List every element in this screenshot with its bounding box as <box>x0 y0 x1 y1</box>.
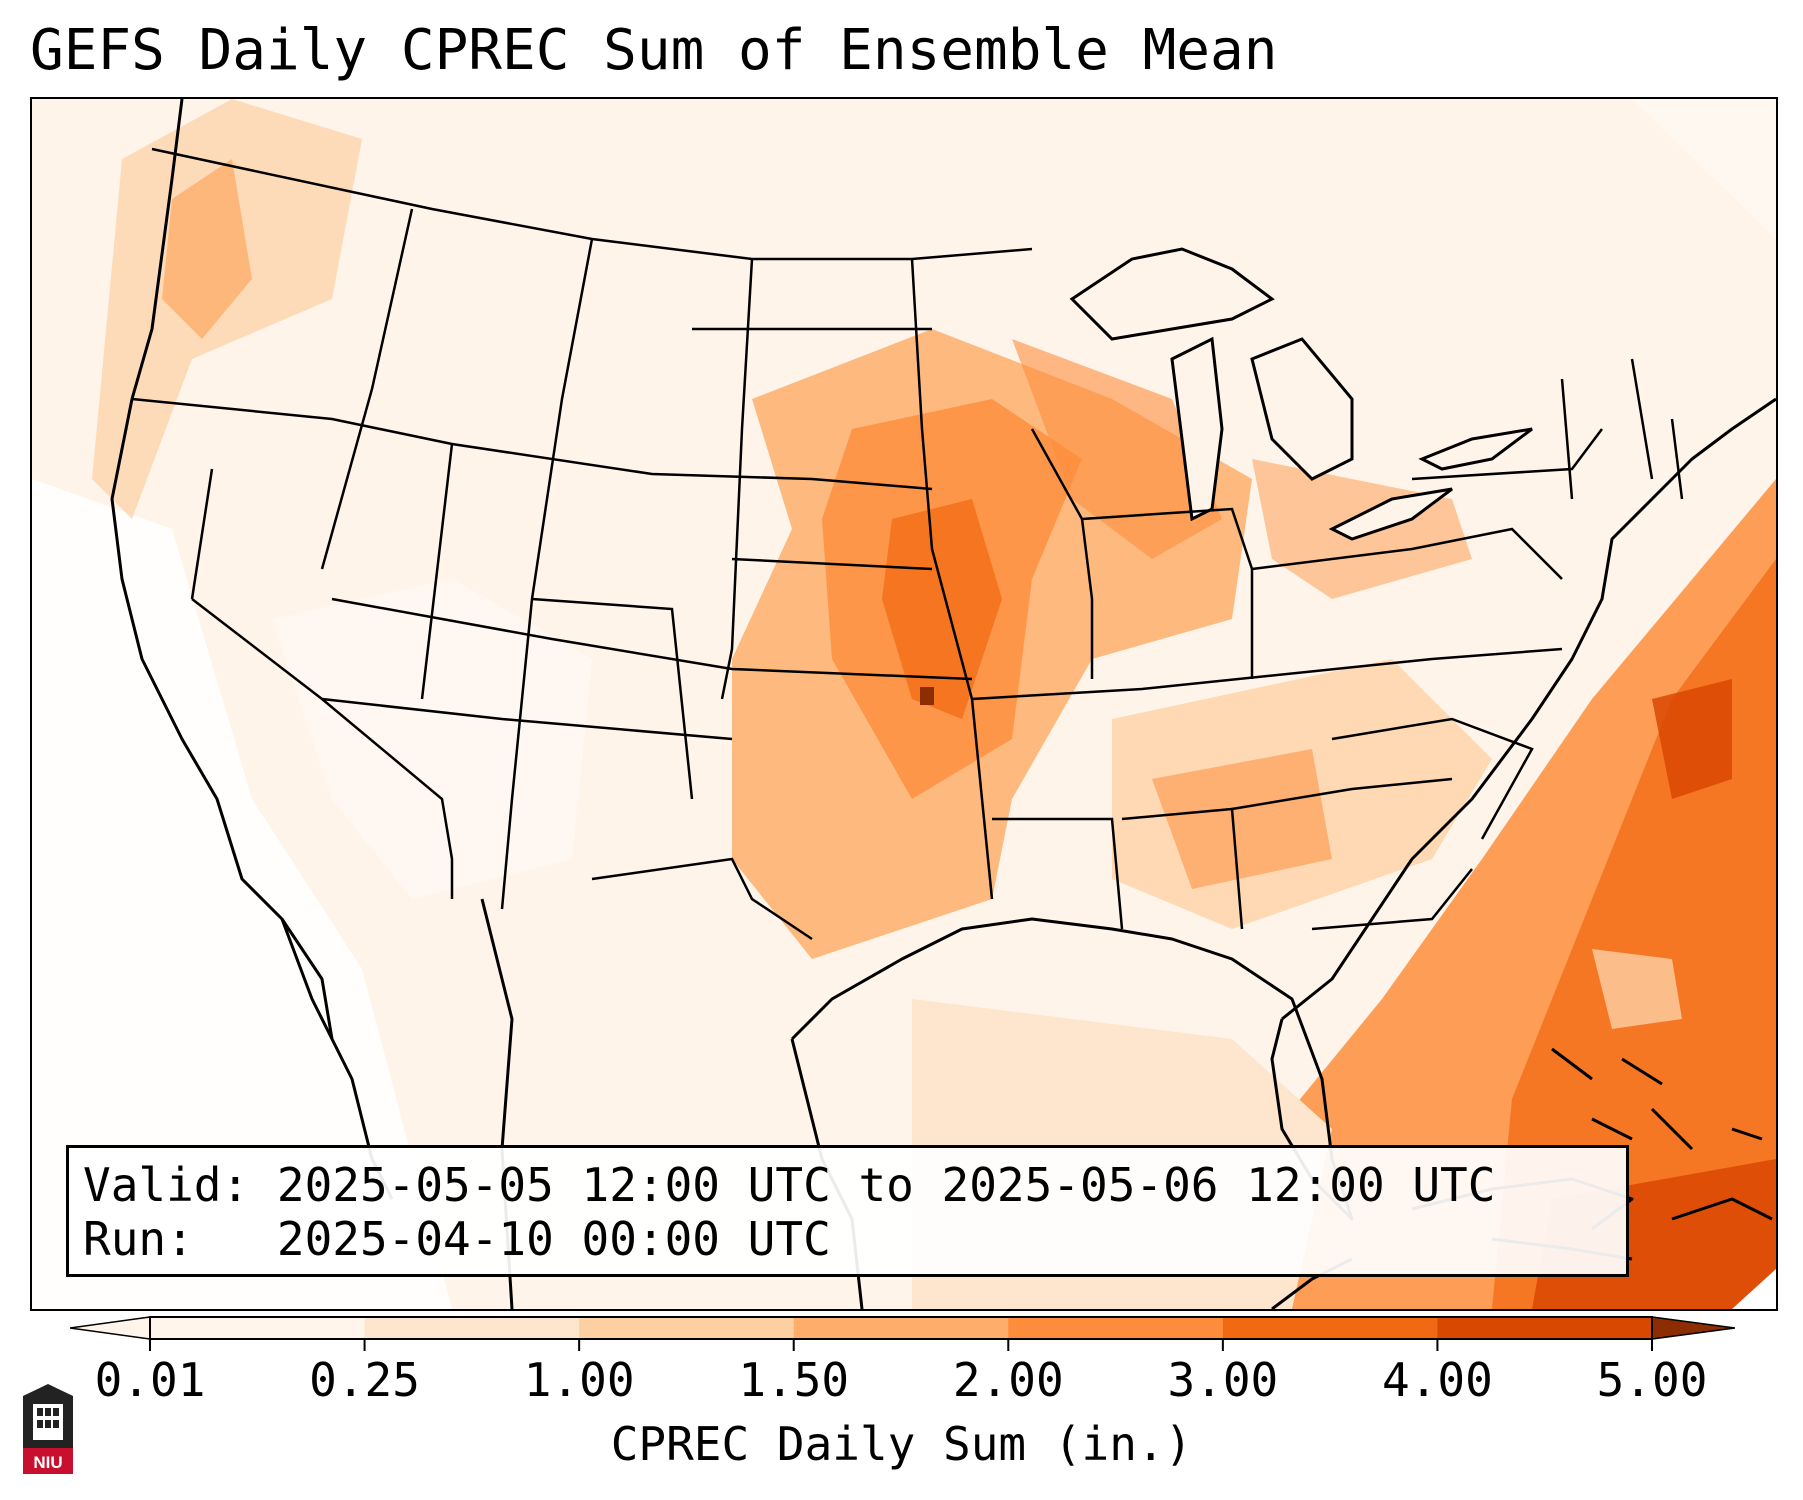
colorbar-segment <box>1008 1317 1224 1339</box>
colorbar <box>70 1316 1735 1351</box>
valid-run-info-box: Valid: 2025-05-05 12:00 UTC to 2025-05-0… <box>66 1145 1629 1277</box>
precip-map <box>30 97 1778 1311</box>
colorbar-extend-max <box>1651 1316 1735 1340</box>
colorbar-segment <box>1437 1317 1653 1339</box>
valid-value: 2025-05-05 12:00 UTC to 2025-05-06 12:00… <box>276 1158 1496 1212</box>
colorbar-label: CPREC Daily Sum (in.) <box>610 1417 1193 1471</box>
colorbar-outline <box>149 1316 1653 1340</box>
colorbar-segment <box>579 1317 795 1339</box>
valid-label: Valid: <box>83 1158 250 1212</box>
colorbar-segment <box>150 1317 366 1339</box>
chart-title: GEFS Daily CPREC Sum of Ensemble Mean <box>30 18 1278 83</box>
colorbar-segment <box>793 1317 1009 1339</box>
niu-logo-text: NIU <box>33 1453 62 1472</box>
run-label: Run: <box>83 1212 194 1266</box>
colorbar-tick-label: 4.00 <box>1382 1353 1493 1407</box>
run-value: 2025-04-10 00:00 UTC <box>276 1212 831 1266</box>
colorbar-segment <box>1222 1317 1438 1339</box>
colorbar-tick-label: 2.00 <box>952 1353 1064 1407</box>
colorbar-tick-label: 3.00 <box>1167 1353 1279 1407</box>
colorbar-tick-label: 1.50 <box>738 1353 850 1407</box>
colorbar-tick-label: 5.00 <box>1596 1353 1708 1407</box>
colorbar-extend-min <box>70 1316 151 1340</box>
colorbar-tick-label: 1.00 <box>523 1353 635 1407</box>
colorbar-segment <box>364 1317 580 1339</box>
colorbar-tick-label: 0.25 <box>309 1353 420 1407</box>
colorbar-tick-label: 0.01 <box>94 1353 206 1407</box>
niu-logo-icon: NIU <box>23 1384 73 1474</box>
